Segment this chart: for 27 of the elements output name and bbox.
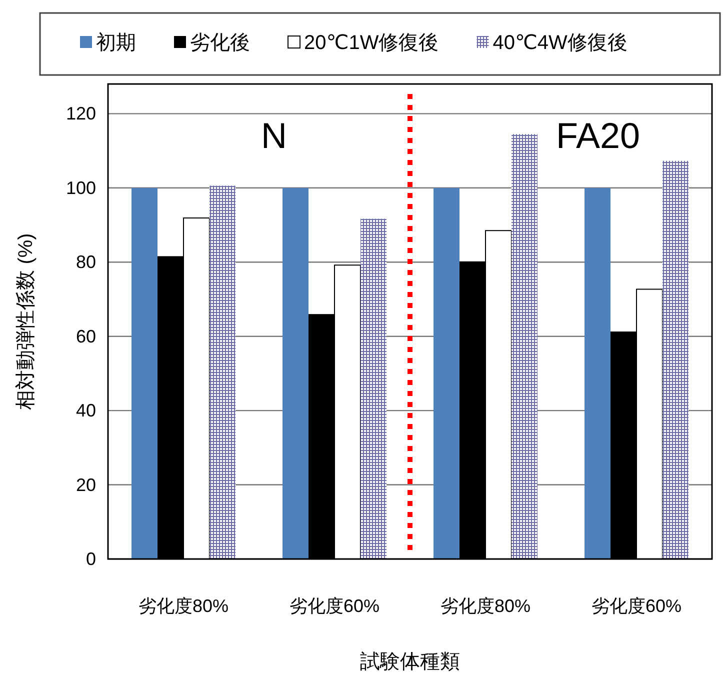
y-tick-label: 60 <box>76 326 96 346</box>
bar <box>210 186 236 559</box>
legend-label: 40℃4W修復後 <box>492 32 628 54</box>
bar <box>662 160 688 559</box>
x-tick-label: 劣化度60% <box>591 596 682 616</box>
y-tick-label: 80 <box>76 252 96 272</box>
y-tick-label: 40 <box>76 400 96 421</box>
legend-label: 20℃1W修復後 <box>304 32 439 54</box>
bar <box>360 218 386 559</box>
bar <box>282 188 308 559</box>
y-tick-label: 20 <box>76 474 96 495</box>
annotation: FA20 <box>556 115 640 156</box>
bar <box>434 188 460 559</box>
y-axis-title: 相対動弾性係数 (%) <box>15 233 37 410</box>
legend-label: 劣化後 <box>190 32 250 54</box>
legend-label: 初期 <box>96 32 136 54</box>
bar <box>132 188 158 559</box>
x-tick-label: 劣化度80% <box>138 596 229 616</box>
annotation: N <box>261 115 287 156</box>
x-tick-label: 劣化度60% <box>289 596 380 616</box>
y-tick-label: 0 <box>86 549 96 569</box>
y-tick-label: 100 <box>66 178 96 198</box>
bar <box>584 188 610 559</box>
x-axis-title: 試験体種類 <box>360 651 460 673</box>
y-tick-label: 120 <box>66 104 96 124</box>
bar <box>512 134 538 559</box>
x-tick-label: 劣化度80% <box>440 596 531 616</box>
